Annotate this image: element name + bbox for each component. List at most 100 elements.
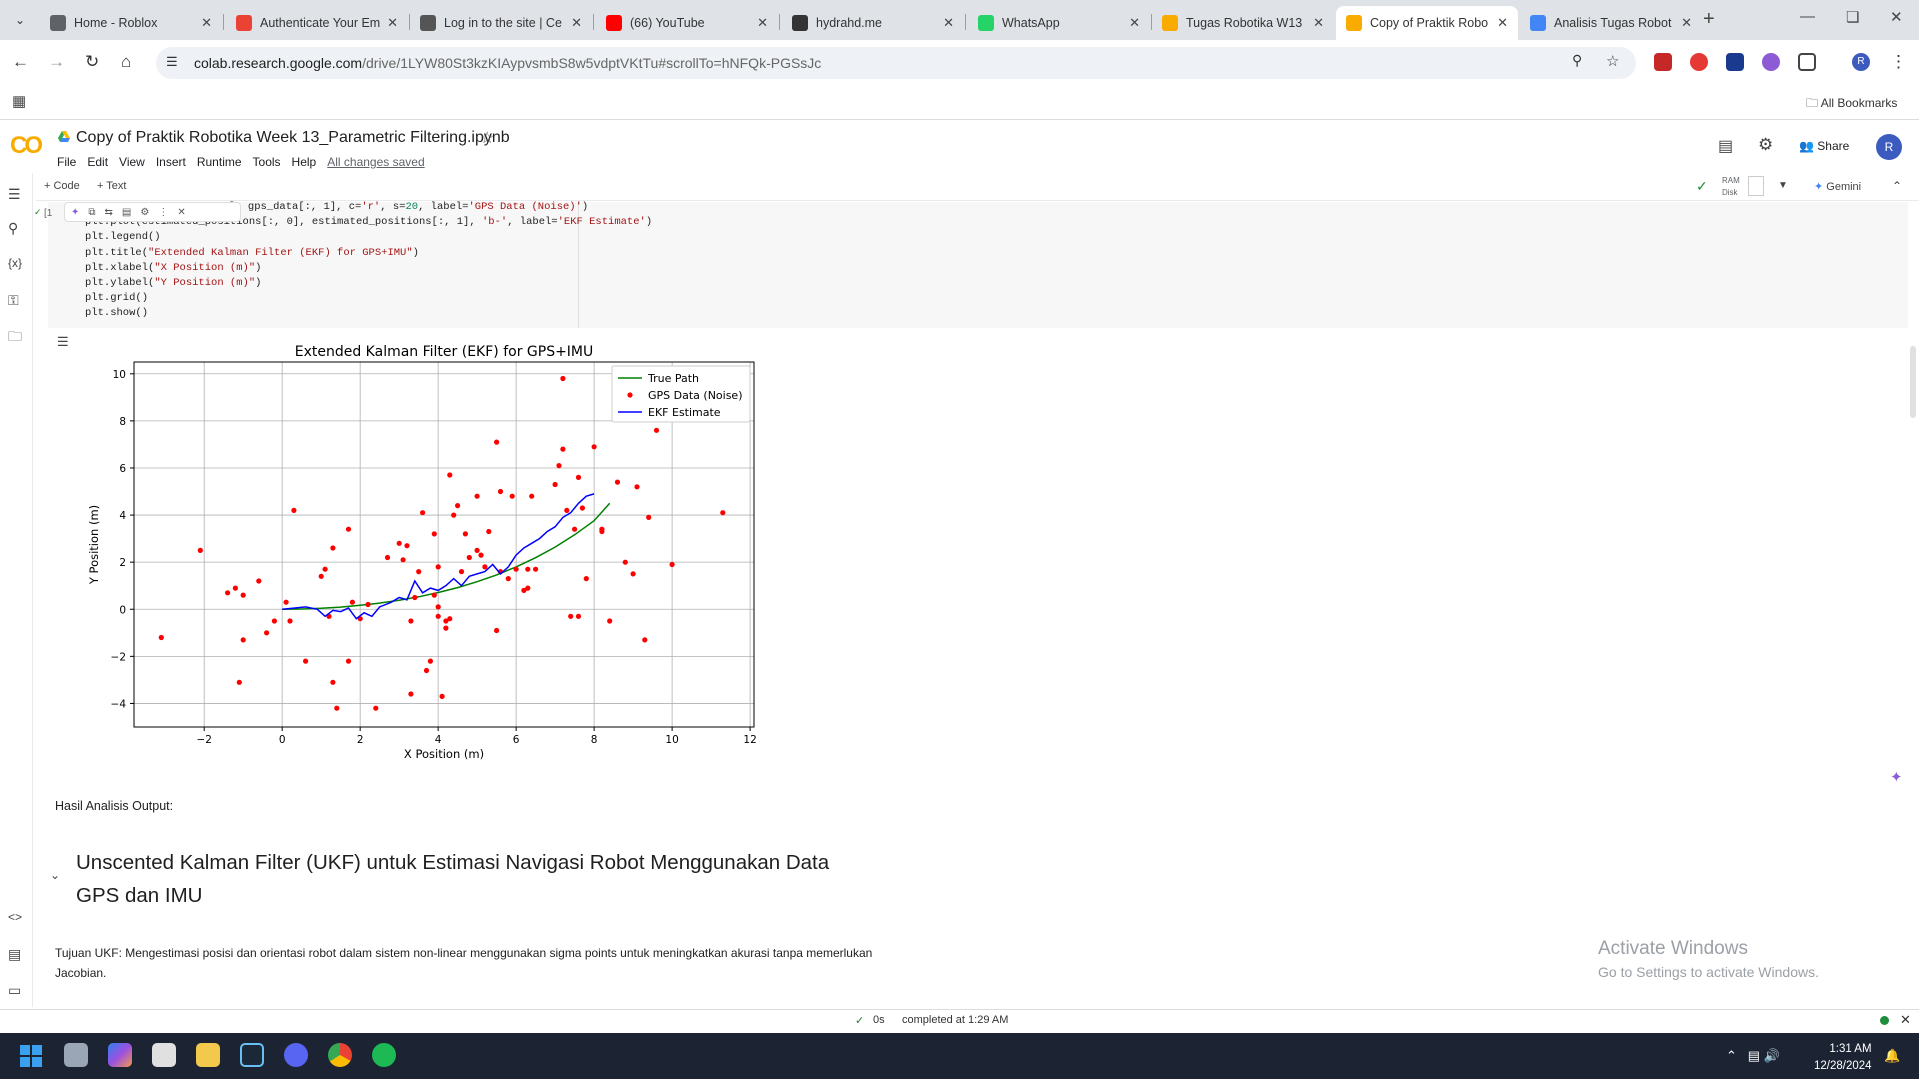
search-icon[interactable]: ⚲ xyxy=(8,220,19,236)
menu-edit[interactable]: Edit xyxy=(87,155,109,169)
taskbar-clock[interactable]: 1:31 AM 12/28/2024 xyxy=(1814,1041,1872,1075)
comments-icon[interactable]: ▤ xyxy=(1718,138,1734,155)
tab-close-icon[interactable]: ✕ xyxy=(943,15,954,30)
output-toggle-icon[interactable]: ☰ xyxy=(57,334,69,349)
tab-close-icon[interactable]: ✕ xyxy=(571,15,582,30)
tab-close-icon[interactable]: ✕ xyxy=(757,15,768,30)
menu-file[interactable]: File xyxy=(57,155,77,169)
bookmark-star-icon[interactable]: ☆ xyxy=(1606,53,1620,70)
settings-gear-icon[interactable]: ⚙ xyxy=(1758,135,1774,154)
browser-tab-7[interactable]: Tugas Robotika W13 ✕ xyxy=(1152,6,1334,40)
command-palette-icon[interactable]: ▤ xyxy=(8,946,22,962)
run-status[interactable]: ✓ [1 xyxy=(34,207,52,219)
browser-tab-9[interactable]: Analisis Tugas Robot ✕ xyxy=(1520,6,1702,40)
system-tray[interactable]: ⌃ ▤ 🔊 xyxy=(1726,1048,1780,1064)
table-of-contents-icon[interactable]: ☰ xyxy=(8,186,21,202)
star-icon[interactable]: ☆ xyxy=(480,130,495,147)
tab-close-icon[interactable]: ✕ xyxy=(1681,15,1692,30)
notebook-title[interactable]: Copy of Praktik Robotika Week 13_Paramet… xyxy=(76,129,510,146)
tab-close-icon[interactable]: ✕ xyxy=(387,15,398,30)
url-text[interactable]: colab.research.google.com/drive/1LYW80St… xyxy=(194,55,821,71)
browser-tab-3[interactable]: Log in to the site | Ce ✕ xyxy=(410,6,592,40)
close-window-icon[interactable]: ✕ xyxy=(1890,9,1903,26)
tray-chevron-icon[interactable]: ⌃ xyxy=(1726,1048,1737,1063)
code-cell[interactable] xyxy=(48,202,1908,328)
site-info-icon[interactable]: ☰ xyxy=(166,54,178,69)
omnibox[interactable] xyxy=(156,47,1636,79)
browser-tab-8[interactable]: Copy of Praktik Robo ✕ xyxy=(1336,6,1518,40)
tab-search-icon[interactable]: ⌄ xyxy=(14,13,26,27)
files-folder-icon[interactable]: 🗀 xyxy=(8,328,22,344)
volume-icon[interactable]: 🔊 xyxy=(1763,1048,1780,1063)
new-tab-button[interactable]: + xyxy=(1703,8,1715,30)
home-icon[interactable]: ⌂ xyxy=(121,52,132,71)
extension-dictionary-icon[interactable] xyxy=(1726,53,1744,71)
secrets-key-icon[interactable]: ⚿ xyxy=(8,292,19,308)
delete-cell-icon[interactable]: ✕ xyxy=(177,206,186,218)
minimize-icon[interactable]: — xyxy=(1800,8,1815,25)
resource-monitor[interactable]: RAM Disk xyxy=(1722,175,1740,199)
mirror-cell-icon[interactable]: ⇆ xyxy=(104,206,113,218)
collapse-header-icon[interactable]: ⌃ xyxy=(1892,179,1903,193)
code-editor[interactable]: ], gps_data[:, 1], c='r', s=20, label='G… xyxy=(85,200,652,322)
tab-close-icon[interactable]: ✕ xyxy=(201,15,212,30)
browser-tab-2[interactable]: Authenticate Your Em ✕ xyxy=(226,6,408,40)
variables-icon[interactable]: {x} xyxy=(8,256,23,270)
snipping-tool-icon[interactable] xyxy=(152,1043,176,1067)
menu-tools[interactable]: Tools xyxy=(252,155,281,169)
save-status[interactable]: All changes saved xyxy=(327,155,425,169)
terminal-icon[interactable]: ▭ xyxy=(8,982,22,998)
forward-icon[interactable]: → xyxy=(48,52,65,71)
colab-avatar[interactable]: R xyxy=(1876,134,1902,160)
spotify-icon[interactable] xyxy=(372,1043,396,1067)
copilot-icon[interactable] xyxy=(108,1043,132,1067)
comment-cell-icon[interactable]: ▤ xyxy=(121,206,132,218)
browser-tab-1[interactable]: Home - Roblox ✕ xyxy=(40,6,222,40)
floating-gemini-icon[interactable]: ✦ xyxy=(1890,769,1903,786)
profile-avatar[interactable]: R xyxy=(1852,53,1870,71)
restore-icon[interactable]: ❏ xyxy=(1846,9,1860,26)
reload-icon[interactable]: ↻ xyxy=(85,52,100,71)
browser-tab-5[interactable]: hydrahd.me ✕ xyxy=(782,6,964,40)
tab-close-icon[interactable]: ✕ xyxy=(1313,15,1324,30)
file-explorer-icon[interactable] xyxy=(196,1043,220,1067)
menu-view[interactable]: View xyxy=(119,155,145,169)
windows-start-icon[interactable] xyxy=(20,1045,42,1067)
extension-opera-icon[interactable] xyxy=(1690,53,1708,71)
all-bookmarks-button[interactable]: 🗀 All Bookmarks xyxy=(1806,94,1897,115)
extension-brain-icon[interactable] xyxy=(1762,53,1780,71)
tab-close-icon[interactable]: ✕ xyxy=(1497,15,1508,30)
share-button[interactable]: 👥 Share xyxy=(1799,139,1849,153)
browser-tab-6[interactable]: WhatsApp ✕ xyxy=(968,6,1150,40)
notification-bell-icon[interactable]: 🔔 xyxy=(1884,1048,1901,1063)
close-status-icon[interactable]: ✕ xyxy=(1900,1012,1911,1027)
discord-icon[interactable] xyxy=(284,1043,308,1067)
browser-tab-4[interactable]: (66) YouTube ✕ xyxy=(596,6,778,40)
browser-menu-icon[interactable]: ⋮ xyxy=(1890,52,1907,71)
section-collapse-icon[interactable]: ⌄ xyxy=(50,868,61,882)
add-code-button[interactable]: + Code xyxy=(44,180,80,192)
gemini-button[interactable]: ✦ Gemini xyxy=(1814,180,1861,193)
apps-grid-icon[interactable]: ▦ xyxy=(12,93,27,110)
code-snippets-icon[interactable]: <> xyxy=(8,910,23,924)
cell-settings-icon[interactable]: ⚙ xyxy=(140,206,150,218)
add-text-button[interactable]: + Text xyxy=(97,180,127,192)
extensions-puzzle-icon[interactable] xyxy=(1798,53,1816,71)
menu-insert[interactable]: Insert xyxy=(155,155,186,169)
scrollbar-thumb[interactable] xyxy=(1910,346,1916,418)
zoom-icon[interactable]: ⚲ xyxy=(1572,52,1583,68)
colab-logo[interactable]: CO xyxy=(10,132,43,159)
chrome-icon[interactable] xyxy=(328,1043,352,1067)
copy-cell-icon[interactable]: ⧉ xyxy=(88,206,96,218)
back-icon[interactable]: ← xyxy=(12,52,29,71)
task-view-icon[interactable] xyxy=(64,1043,88,1067)
tab-close-icon[interactable]: ✕ xyxy=(1129,15,1140,30)
menu-help[interactable]: Help xyxy=(291,155,317,169)
runtime-dropdown-icon[interactable]: ▼ xyxy=(1778,180,1788,191)
gemini-cell-icon[interactable]: ✦ xyxy=(71,206,80,218)
completed-status[interactable]: completed at 1:29 AM xyxy=(902,1014,1009,1026)
menu-runtime[interactable]: Runtime xyxy=(196,155,242,169)
cell-more-icon[interactable]: ⋮ xyxy=(158,206,169,218)
steam-icon[interactable] xyxy=(240,1043,264,1067)
extension-vm-icon[interactable] xyxy=(1654,53,1672,71)
